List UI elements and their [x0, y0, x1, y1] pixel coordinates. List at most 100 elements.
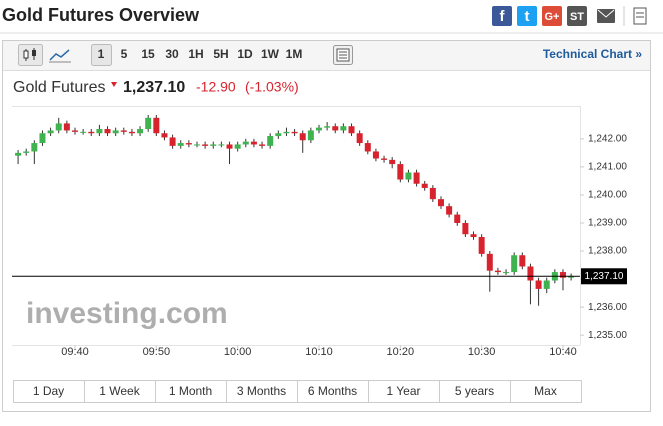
- candle-body: [218, 144, 225, 146]
- candle-type-button[interactable]: [18, 44, 43, 66]
- instrument-name: Gold Futures: [13, 79, 105, 96]
- candle-body: [364, 143, 371, 152]
- candle-body: [315, 127, 322, 131]
- candle-body: [63, 123, 70, 131]
- candle-body: [39, 133, 46, 144]
- candle-body: [96, 129, 103, 134]
- share-button[interactable]: [492, 6, 512, 26]
- candle-body: [462, 222, 469, 235]
- candle-body: [259, 144, 266, 146]
- candle-body: [275, 133, 282, 137]
- candle-body: [543, 280, 550, 289]
- candle-body: [348, 126, 355, 134]
- candle-body: [397, 164, 404, 180]
- y-tick-label: 1,238.00: [588, 246, 627, 257]
- interval-button[interactable]: 1M: [286, 47, 303, 61]
- x-tick-label: 09:50: [143, 346, 171, 358]
- candle-body: [226, 144, 233, 149]
- interval-button[interactable]: 1D: [237, 47, 253, 61]
- table-button[interactable]: [333, 45, 353, 65]
- candle-body: [283, 131, 290, 134]
- interval-button[interactable]: 1H: [188, 47, 203, 61]
- range-button[interactable]: [510, 380, 582, 403]
- interval-button[interactable]: 5: [121, 47, 128, 61]
- icon: [23, 50, 29, 59]
- candle-body: [137, 129, 144, 134]
- page-title: Gold Futures Overview: [2, 5, 200, 25]
- candle-body: [47, 130, 54, 134]
- candle-body: [568, 276, 575, 278]
- share-label: t: [525, 8, 530, 25]
- candle-body: [242, 141, 249, 145]
- candle-body: [559, 272, 566, 278]
- candle-body: [161, 133, 168, 138]
- candle-body: [128, 131, 135, 134]
- candle-body: [112, 130, 119, 134]
- y-tick-label: 1,239.00: [588, 218, 627, 229]
- share-button[interactable]: [567, 6, 587, 26]
- x-tick-label: 10:40: [549, 346, 577, 358]
- interval-selected: [91, 44, 112, 66]
- interval-button[interactable]: 15: [141, 47, 155, 61]
- candle-body: [503, 272, 510, 274]
- range-label: Max: [534, 384, 557, 398]
- x-tick-label: 09:40: [61, 346, 89, 358]
- candle-body: [23, 151, 30, 153]
- candle-body: [250, 141, 257, 145]
- candle-body: [494, 270, 501, 273]
- candle-body: [340, 126, 347, 131]
- candle-body: [291, 131, 298, 134]
- candle-body: [478, 237, 485, 254]
- candle-body: [519, 255, 526, 267]
- candle-body: [324, 126, 331, 128]
- candle-body: [80, 131, 87, 133]
- candle-body: [88, 131, 95, 134]
- candle-body: [15, 152, 22, 156]
- candle-body: [405, 172, 412, 180]
- range-label: 5 years: [455, 384, 494, 398]
- technical-chart-link[interactable]: Technical Chart »: [543, 47, 642, 61]
- candle-body: [511, 255, 518, 273]
- candle-body: [470, 234, 477, 238]
- candle-body: [486, 253, 493, 271]
- range-label: 3 Months: [237, 384, 286, 398]
- candle-body: [446, 206, 453, 215]
- candle-body: [120, 130, 127, 132]
- candle-body: [356, 133, 363, 144]
- interval-button[interactable]: 30: [165, 47, 179, 61]
- y-tick-label: 1,242.00: [588, 133, 627, 144]
- candle-body: [421, 183, 428, 188]
- icon: [32, 50, 36, 56]
- last-price-box: [581, 268, 627, 285]
- line-type-button[interactable]: [49, 49, 71, 63]
- candle-body: [437, 199, 444, 207]
- share-label: f: [500, 8, 506, 25]
- candle-body: [210, 144, 217, 146]
- interval-button[interactable]: 1: [98, 47, 105, 61]
- range-label: 1 Week: [99, 384, 140, 398]
- interval-button[interactable]: 1W: [261, 47, 280, 61]
- share-button[interactable]: [517, 6, 537, 26]
- email-icon: [597, 9, 615, 18]
- print-button[interactable]: [633, 7, 647, 25]
- candle-body: [169, 137, 176, 146]
- candle-body: [413, 172, 420, 184]
- candle-body: [177, 143, 184, 146]
- x-tick-label: 10:20: [387, 346, 415, 358]
- range-label: 6 Months: [308, 384, 357, 398]
- interval-button[interactable]: 5H: [213, 47, 228, 61]
- candle-body: [307, 130, 314, 141]
- icon: [49, 49, 70, 61]
- candle-body: [299, 133, 306, 141]
- candle-body: [145, 117, 152, 130]
- share-button[interactable]: [542, 6, 562, 26]
- x-tick-label: 10:10: [305, 346, 333, 358]
- share-label: G+: [545, 11, 560, 23]
- change: -12.90: [196, 79, 236, 95]
- candle-body: [535, 280, 542, 289]
- candle-body: [372, 151, 379, 159]
- watermark: investing.com: [26, 297, 228, 330]
- candle-body: [193, 144, 200, 146]
- widget-frame: [2, 40, 651, 412]
- candle-body: [332, 126, 339, 131]
